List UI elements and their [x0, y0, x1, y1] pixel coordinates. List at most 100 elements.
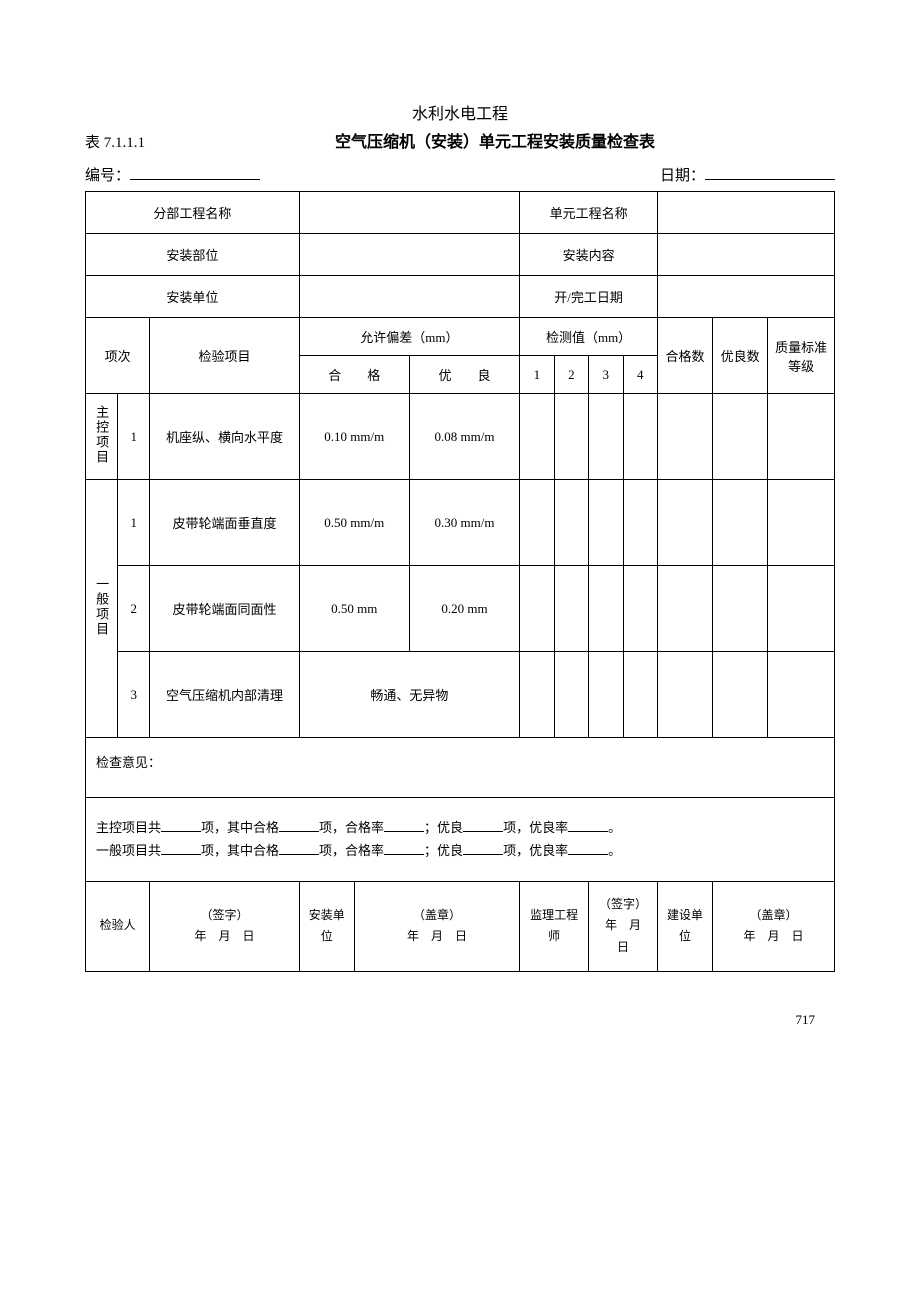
- serial-value[interactable]: [130, 164, 260, 180]
- m4-value[interactable]: [623, 394, 657, 480]
- m2-value[interactable]: [554, 652, 588, 738]
- text: ；优良: [424, 843, 463, 858]
- construction-unit-sign[interactable]: （盖章） 年 月 日: [713, 881, 835, 971]
- page-number: 717: [85, 1012, 835, 1028]
- pass-value[interactable]: [657, 480, 712, 566]
- m1-value[interactable]: [520, 566, 554, 652]
- subproject-name-label: 分部工程名称: [86, 192, 300, 234]
- row-merged: 畅通、无异物: [299, 652, 520, 738]
- stamp-label: （盖章）: [359, 905, 515, 927]
- m4-value[interactable]: [623, 652, 657, 738]
- date-fmt: 年 月 日: [154, 926, 294, 948]
- m1-value[interactable]: [520, 480, 554, 566]
- grade-value[interactable]: [768, 394, 835, 480]
- item-no-header: 项次: [86, 318, 150, 394]
- date-range-label: 开/完工日期: [520, 276, 658, 318]
- text: 项，合格率: [319, 820, 384, 835]
- m1-value[interactable]: [520, 394, 554, 480]
- title-row: 表 7.1.1.1 空气压缩机（安装）单元工程安装质量检查表: [85, 128, 835, 152]
- opinion-row: 检查意见：: [86, 738, 835, 798]
- excellent-value[interactable]: [713, 566, 768, 652]
- row-item: 机座纵、横向水平度: [150, 394, 299, 480]
- inspector-label: 检验人: [86, 881, 150, 971]
- document-supertitle: 水利水电工程: [85, 100, 835, 124]
- row-qualified: 0.50 mm/m: [299, 480, 409, 566]
- row-qualified: 0.10 mm/m: [299, 394, 409, 480]
- grade-value[interactable]: [768, 480, 835, 566]
- unit-project-name-value[interactable]: [657, 192, 834, 234]
- inspection-table: 分部工程名称 单元工程名称 安装部位 安装内容 安装单位 开/完工日期 项次 检…: [85, 191, 835, 972]
- text: 项，其中合格: [201, 820, 279, 835]
- blank[interactable]: [161, 841, 201, 855]
- m4-header: 4: [623, 356, 657, 394]
- grade-value[interactable]: [768, 652, 835, 738]
- general-items-group: 一般项目: [86, 480, 118, 738]
- text: 。: [608, 843, 621, 858]
- row-excellent: 0.20 mm: [409, 566, 519, 652]
- row-qualified: 0.50 mm: [299, 566, 409, 652]
- blank[interactable]: [568, 818, 608, 832]
- blank[interactable]: [279, 841, 319, 855]
- m3-value[interactable]: [589, 394, 623, 480]
- general-item-row-2: 2 皮带轮端面同面性 0.50 mm 0.20 mm: [86, 566, 835, 652]
- blank[interactable]: [463, 818, 503, 832]
- m3-header: 3: [589, 356, 623, 394]
- m1-header: 1: [520, 356, 554, 394]
- blank[interactable]: [568, 841, 608, 855]
- inspection-item-header: 检验项目: [150, 318, 299, 394]
- text: 一般项目共: [96, 843, 161, 858]
- row-item: 空气压缩机内部清理: [150, 652, 299, 738]
- sign-label: （签字）: [593, 894, 653, 916]
- m4-value[interactable]: [623, 566, 657, 652]
- serial-label: 编号：: [85, 164, 130, 185]
- summary-row: 主控项目共项，其中合格项，合格率；优良项，优良率。 一般项目共项，其中合格项，合…: [86, 798, 835, 882]
- m1-value[interactable]: [520, 652, 554, 738]
- m3-value[interactable]: [589, 566, 623, 652]
- general-item-row-1: 一般项目 1 皮带轮端面垂直度 0.50 mm/m 0.30 mm/m: [86, 480, 835, 566]
- main-item-row-1: 主控项目 1 机座纵、横向水平度 0.10 mm/m 0.08 mm/m: [86, 394, 835, 480]
- install-part-value[interactable]: [299, 234, 520, 276]
- text: 项，合格率: [319, 843, 384, 858]
- summary-line-1: 主控项目共项，其中合格项，合格率；优良项，优良率。: [96, 816, 824, 839]
- blank[interactable]: [161, 818, 201, 832]
- row-no: 1: [118, 480, 150, 566]
- m3-value[interactable]: [589, 652, 623, 738]
- text: 项，其中合格: [201, 843, 279, 858]
- date-fmt: 年 月 日: [593, 915, 653, 958]
- date-range-value[interactable]: [657, 276, 834, 318]
- install-content-value[interactable]: [657, 234, 834, 276]
- excellent-value[interactable]: [713, 394, 768, 480]
- opinion-label: 检查意见：: [96, 755, 161, 770]
- pass-value[interactable]: [657, 652, 712, 738]
- m2-value[interactable]: [554, 566, 588, 652]
- m3-value[interactable]: [589, 480, 623, 566]
- date-value[interactable]: [705, 164, 835, 180]
- grade-value[interactable]: [768, 566, 835, 652]
- supervisor-sign[interactable]: （签字） 年 月 日: [589, 881, 658, 971]
- info-row-2: 安装部位 安装内容: [86, 234, 835, 276]
- opinion-cell[interactable]: 检查意见：: [86, 738, 835, 798]
- blank[interactable]: [463, 841, 503, 855]
- m4-value[interactable]: [623, 480, 657, 566]
- row-no: 2: [118, 566, 150, 652]
- excellent-value[interactable]: [713, 480, 768, 566]
- m2-value[interactable]: [554, 480, 588, 566]
- blank[interactable]: [384, 818, 424, 832]
- install-unit-label: 安装单位: [86, 276, 300, 318]
- excellent-header: 优 良: [409, 356, 519, 394]
- install-unit-value[interactable]: [299, 276, 520, 318]
- excellent-value[interactable]: [713, 652, 768, 738]
- qualified-header: 合 格: [299, 356, 409, 394]
- excellent-count-header: 优良数: [713, 318, 768, 394]
- blank[interactable]: [384, 841, 424, 855]
- m2-value[interactable]: [554, 394, 588, 480]
- row-item: 皮带轮端面垂直度: [150, 480, 299, 566]
- pass-value[interactable]: [657, 566, 712, 652]
- install-content-label: 安装内容: [520, 234, 658, 276]
- install-part-label: 安装部位: [86, 234, 300, 276]
- pass-value[interactable]: [657, 394, 712, 480]
- blank[interactable]: [279, 818, 319, 832]
- subproject-name-value[interactable]: [299, 192, 520, 234]
- install-unit-sign[interactable]: （盖章） 年 月 日: [354, 881, 519, 971]
- inspector-sign[interactable]: （签字） 年 月 日: [150, 881, 299, 971]
